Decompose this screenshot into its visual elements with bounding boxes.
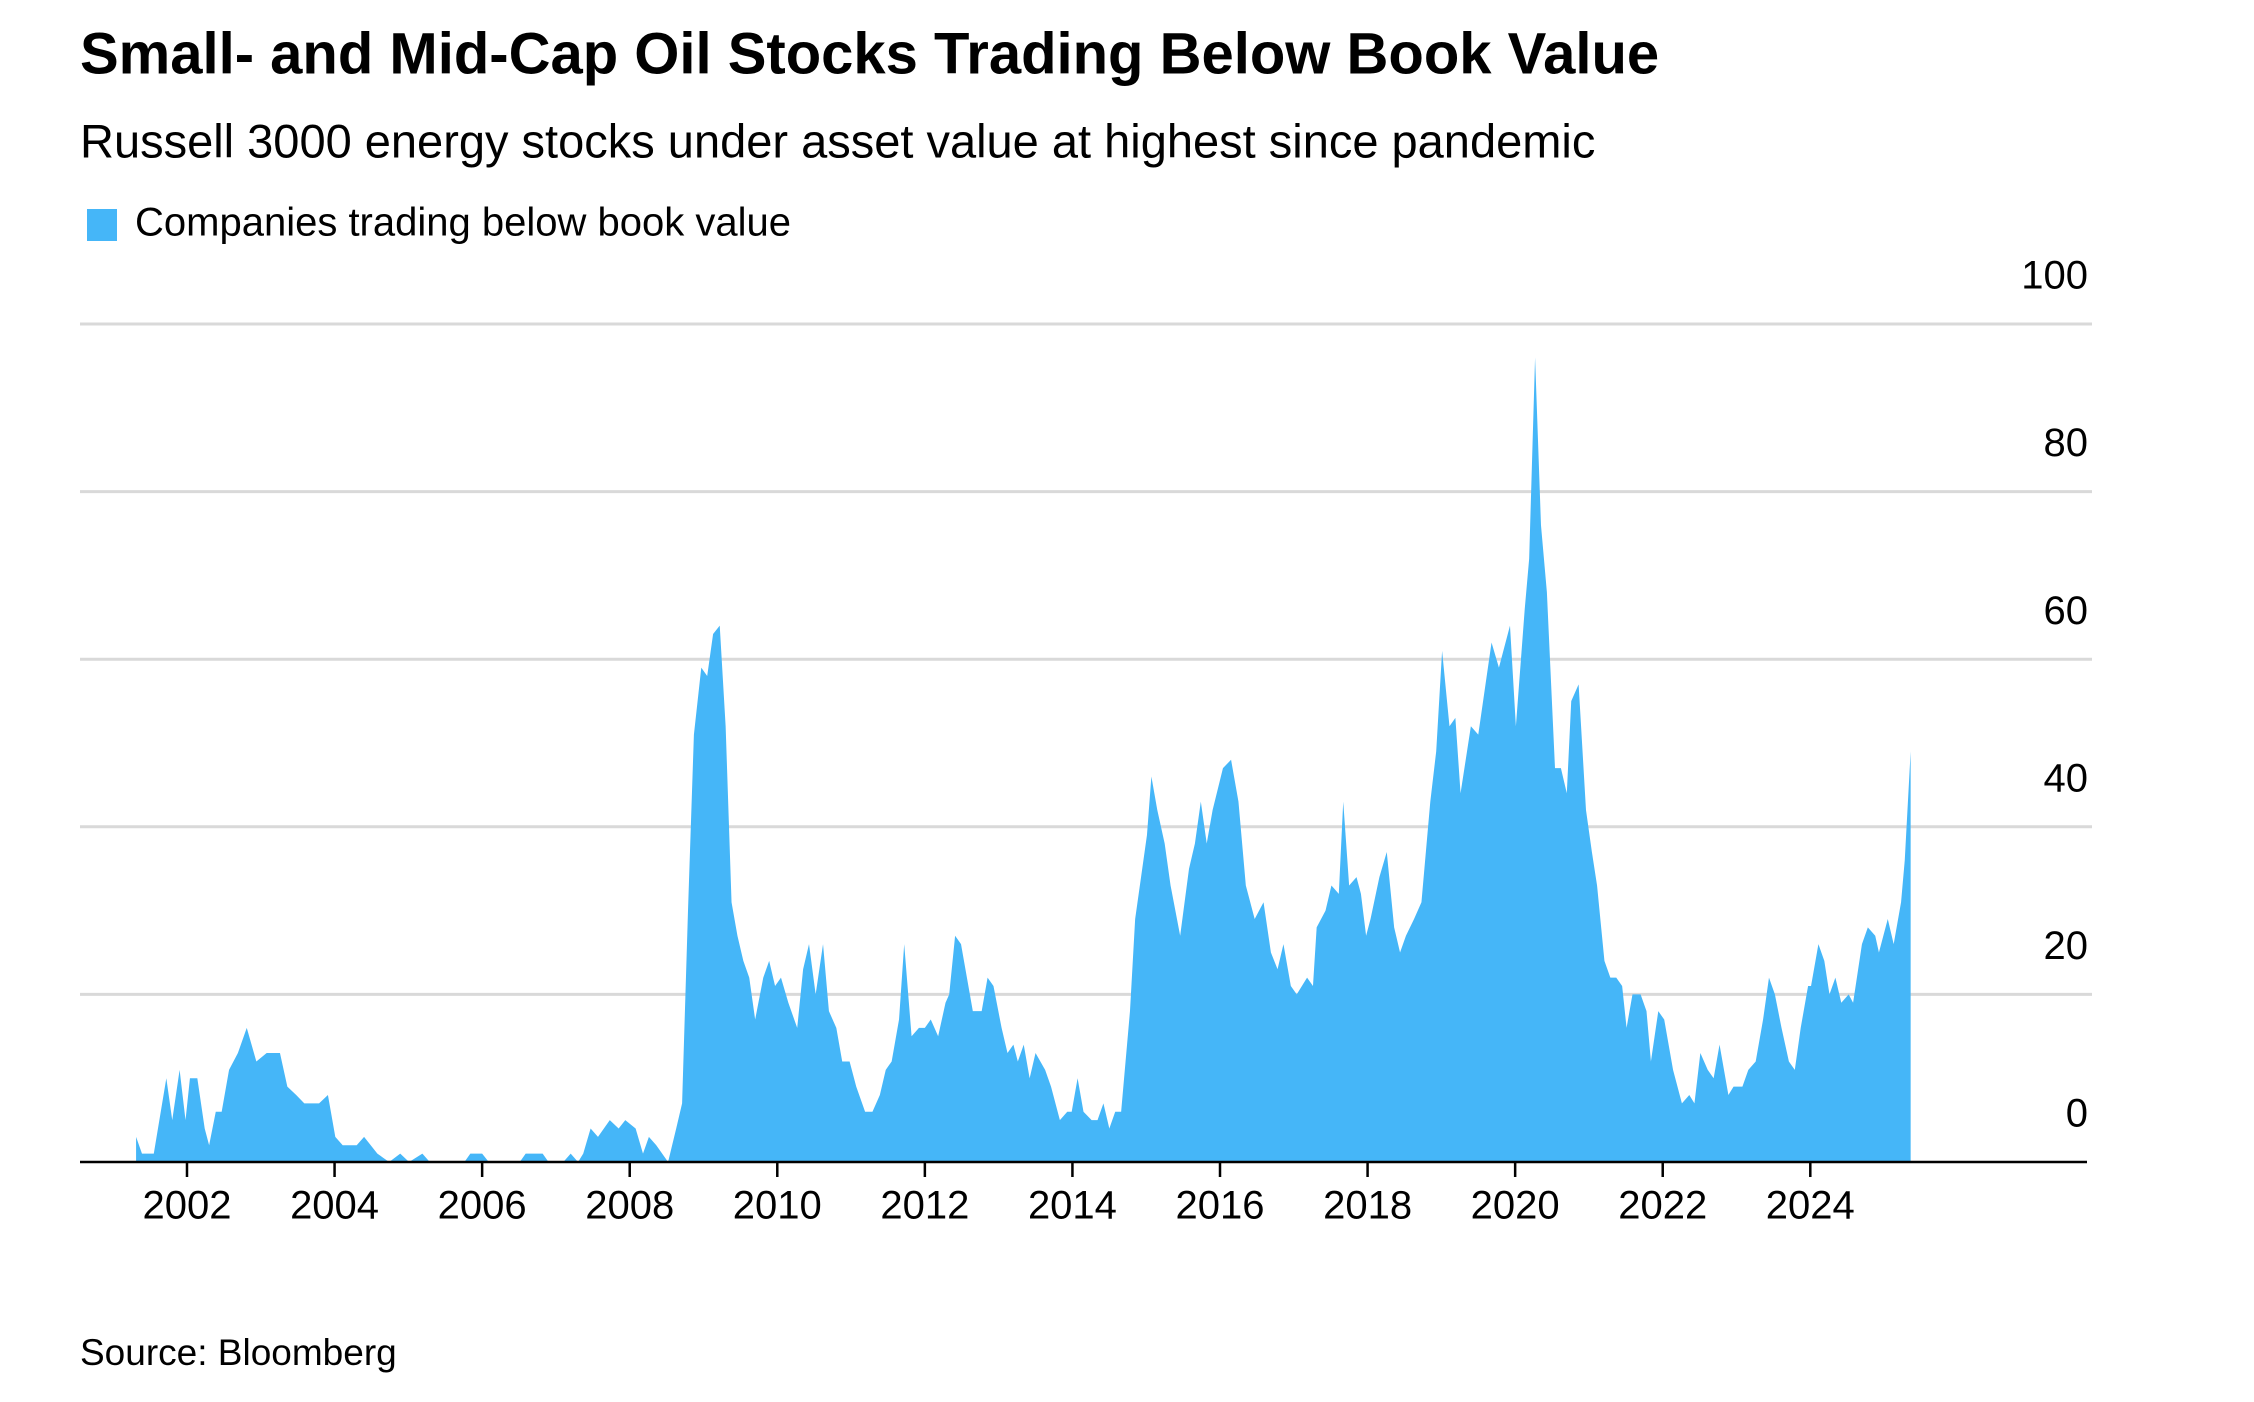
y-tick-label: 60 [2044,589,2089,633]
chart-subtitle: Russell 3000 energy stocks under asset v… [80,114,1595,167]
x-tick-label: 2014 [1028,1184,1117,1228]
chart-title: Small- and Mid-Cap Oil Stocks Trading Be… [80,21,1659,86]
x-tick-label: 2024 [1766,1184,1855,1228]
area [136,357,1911,1162]
x-tick-label: 2018 [1323,1184,1412,1228]
x-tick-label: 2006 [438,1184,527,1228]
x-tick-label: 2020 [1471,1184,1560,1228]
x-tick-label: 2016 [1176,1184,1265,1228]
y-tick-label: 20 [2044,924,2089,968]
x-tick-label: 2010 [733,1184,822,1228]
x-tick-label: 2008 [585,1184,674,1228]
x-tick-label: 2022 [1618,1184,1707,1228]
y-tick-label: 0 [2066,1092,2088,1136]
y-tick-label: 80 [2044,421,2089,465]
x-tick-label: 2012 [880,1184,969,1228]
y-tick-label: 40 [2044,756,2089,800]
y-tick-label: 100 [2021,254,2088,298]
x-tick-label: 2002 [142,1184,231,1228]
source-note: Source: Bloomberg [80,1332,397,1373]
x-tick-label: 2004 [290,1184,379,1228]
legend-label: Companies trading below book value [135,201,791,245]
legend-swatch [87,209,117,241]
